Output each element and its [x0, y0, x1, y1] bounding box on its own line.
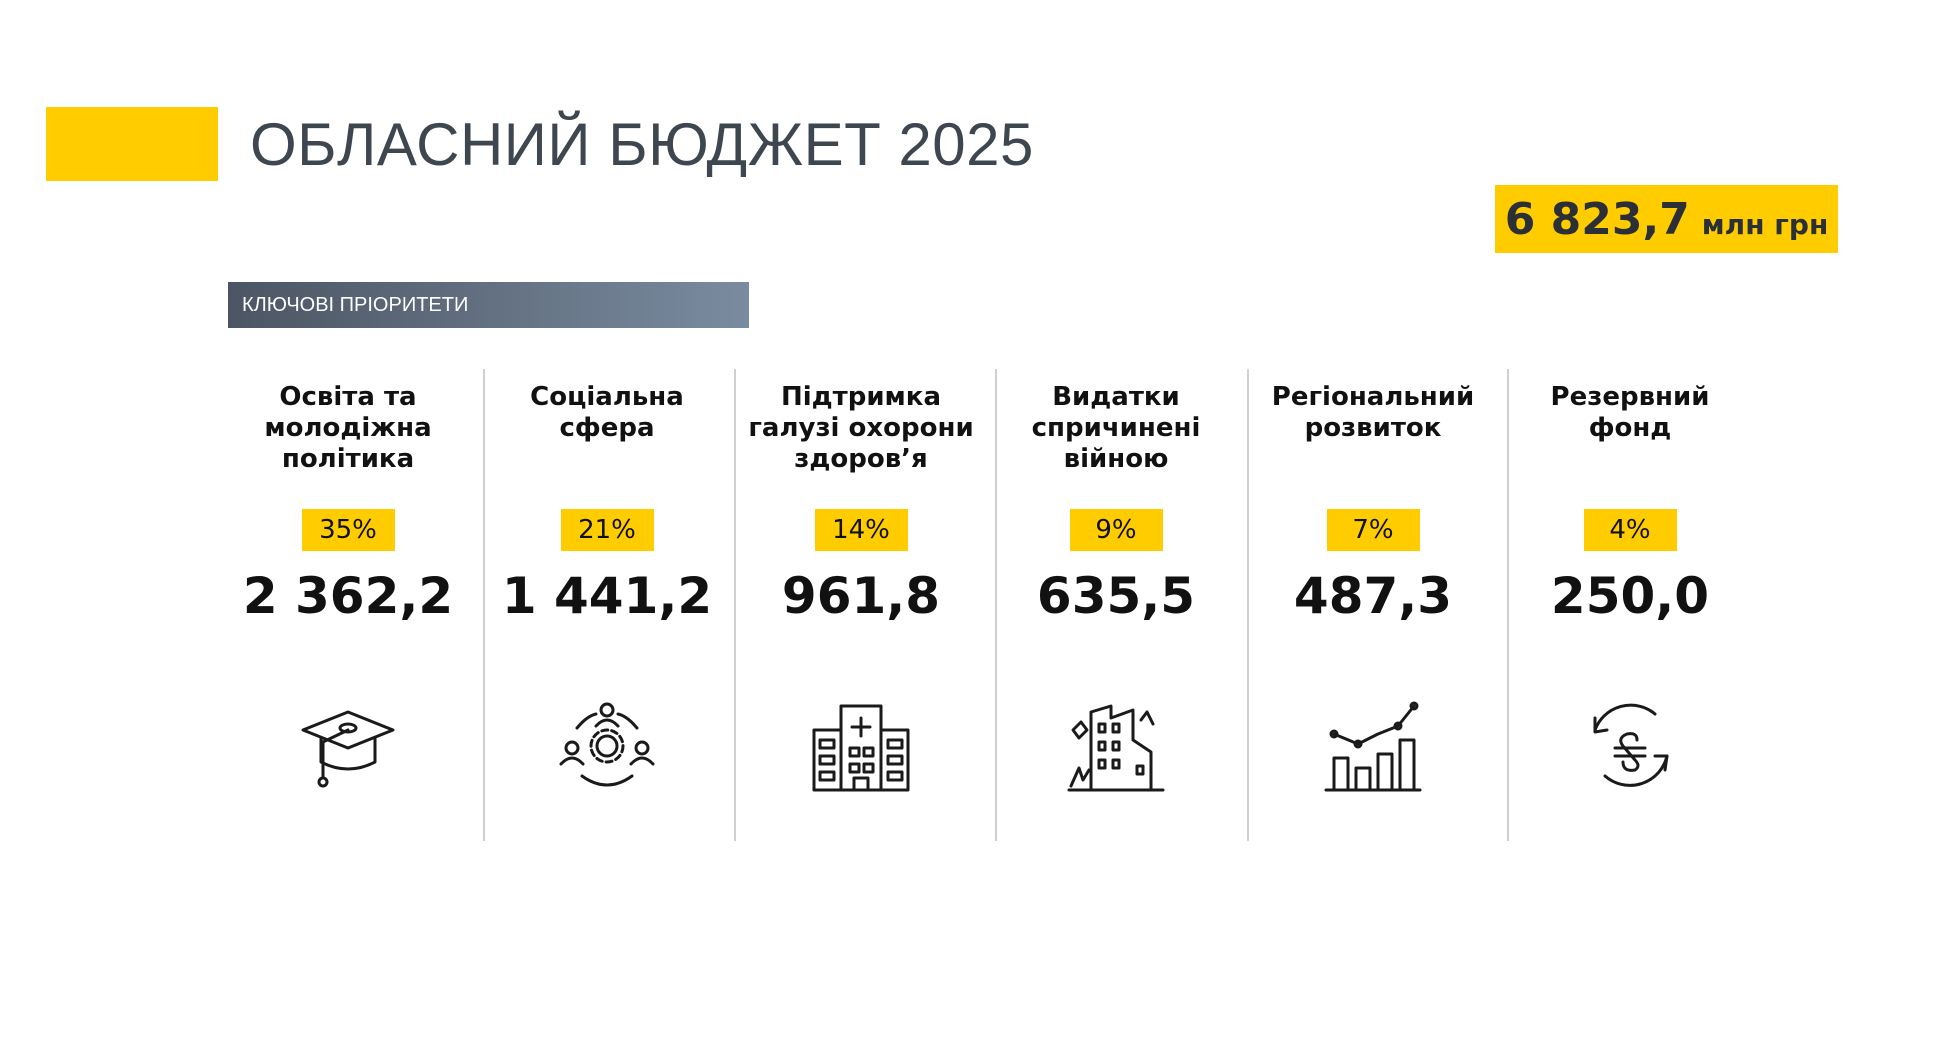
- priority-column: Підтримка галузі охорони здоров’я 14% 961,8: [741, 382, 981, 625]
- column-divider: [483, 369, 485, 841]
- amount: 487,3: [1293, 567, 1453, 625]
- share-wrap: 4%: [1510, 507, 1750, 551]
- column-divider: [995, 369, 997, 841]
- share-wrap: 21%: [487, 507, 727, 551]
- priority-column: Резервний фонд 4% 250,0: [1510, 382, 1750, 625]
- amount: 961,8: [781, 567, 941, 625]
- icon-education: [301, 710, 395, 788]
- column-divider: [1247, 369, 1249, 841]
- label-line: фонд: [1588, 413, 1672, 443]
- share-badge: 7%: [1326, 509, 1420, 551]
- priority-label: Соціальна сфера: [487, 382, 727, 507]
- icon-war: [1067, 704, 1165, 792]
- priority-column: Соціальна сфера 21% 1 441,2: [487, 382, 727, 625]
- label-line: розвиток: [1304, 413, 1442, 443]
- label-line: Резервний: [1550, 382, 1710, 412]
- label-line: війною: [1063, 444, 1169, 474]
- label-line: здоров’я: [794, 444, 928, 474]
- column-divider: [1507, 369, 1509, 841]
- column-divider: [734, 369, 736, 841]
- share-badge: 14%: [814, 509, 908, 551]
- label-line: сфера: [559, 413, 655, 443]
- amount: 635,5: [1036, 567, 1196, 625]
- label-line: спричинені: [1031, 413, 1201, 443]
- icon-regional: [1324, 701, 1422, 792]
- priority-label: Освіта та молодіжна політика: [228, 382, 468, 507]
- share-wrap: 14%: [741, 507, 981, 551]
- priority-column: Освіта та молодіжна політика 35% 2 362,2: [228, 382, 468, 625]
- icon-social: [559, 702, 655, 787]
- title-accent: [46, 107, 218, 181]
- label-line: молодіжна: [264, 413, 432, 443]
- label-line: політика: [281, 444, 415, 474]
- share-wrap: 9%: [996, 507, 1236, 551]
- label-line: Підтримка: [780, 382, 941, 412]
- total-value: 6 823,7: [1504, 193, 1690, 245]
- priority-label: Видатки спричинені війною: [996, 382, 1236, 507]
- amount: 2 362,2: [242, 567, 454, 625]
- share-badge: 4%: [1583, 509, 1677, 551]
- amount: 250,0: [1550, 567, 1710, 625]
- share-badge: 35%: [301, 509, 395, 551]
- priority-label: Підтримка галузі охорони здоров’я: [741, 382, 981, 507]
- label-line: Освіта та: [279, 382, 417, 412]
- priority-label: Регіональний розвиток: [1253, 382, 1493, 507]
- share-badge: 9%: [1069, 509, 1163, 551]
- priority-column: Регіональний розвиток 7% 487,3: [1253, 382, 1493, 625]
- label-line: галузі охорони: [748, 413, 974, 443]
- share-wrap: 7%: [1253, 507, 1493, 551]
- share-wrap: 35%: [228, 507, 468, 551]
- label-line: Соціальна: [530, 382, 684, 412]
- label-line: Видатки: [1052, 382, 1180, 412]
- section-header: КЛЮЧОВІ ПРІОРИТЕТИ: [228, 282, 749, 328]
- amount: 1 441,2: [501, 567, 713, 625]
- share-badge: 21%: [560, 509, 654, 551]
- icon-reserve: [1593, 703, 1669, 787]
- icon-health: [812, 704, 910, 792]
- label-line: Регіональний: [1271, 382, 1475, 412]
- priority-column: Видатки спричинені війною 9% 635,5: [996, 382, 1236, 625]
- page-title: ОБЛАСНИЙ БЮДЖЕТ 2025: [250, 111, 1034, 178]
- total-badge: 6 823,7 млн грн: [1495, 185, 1838, 253]
- priority-label: Резервний фонд: [1510, 382, 1750, 507]
- total-unit: млн грн: [1701, 207, 1829, 241]
